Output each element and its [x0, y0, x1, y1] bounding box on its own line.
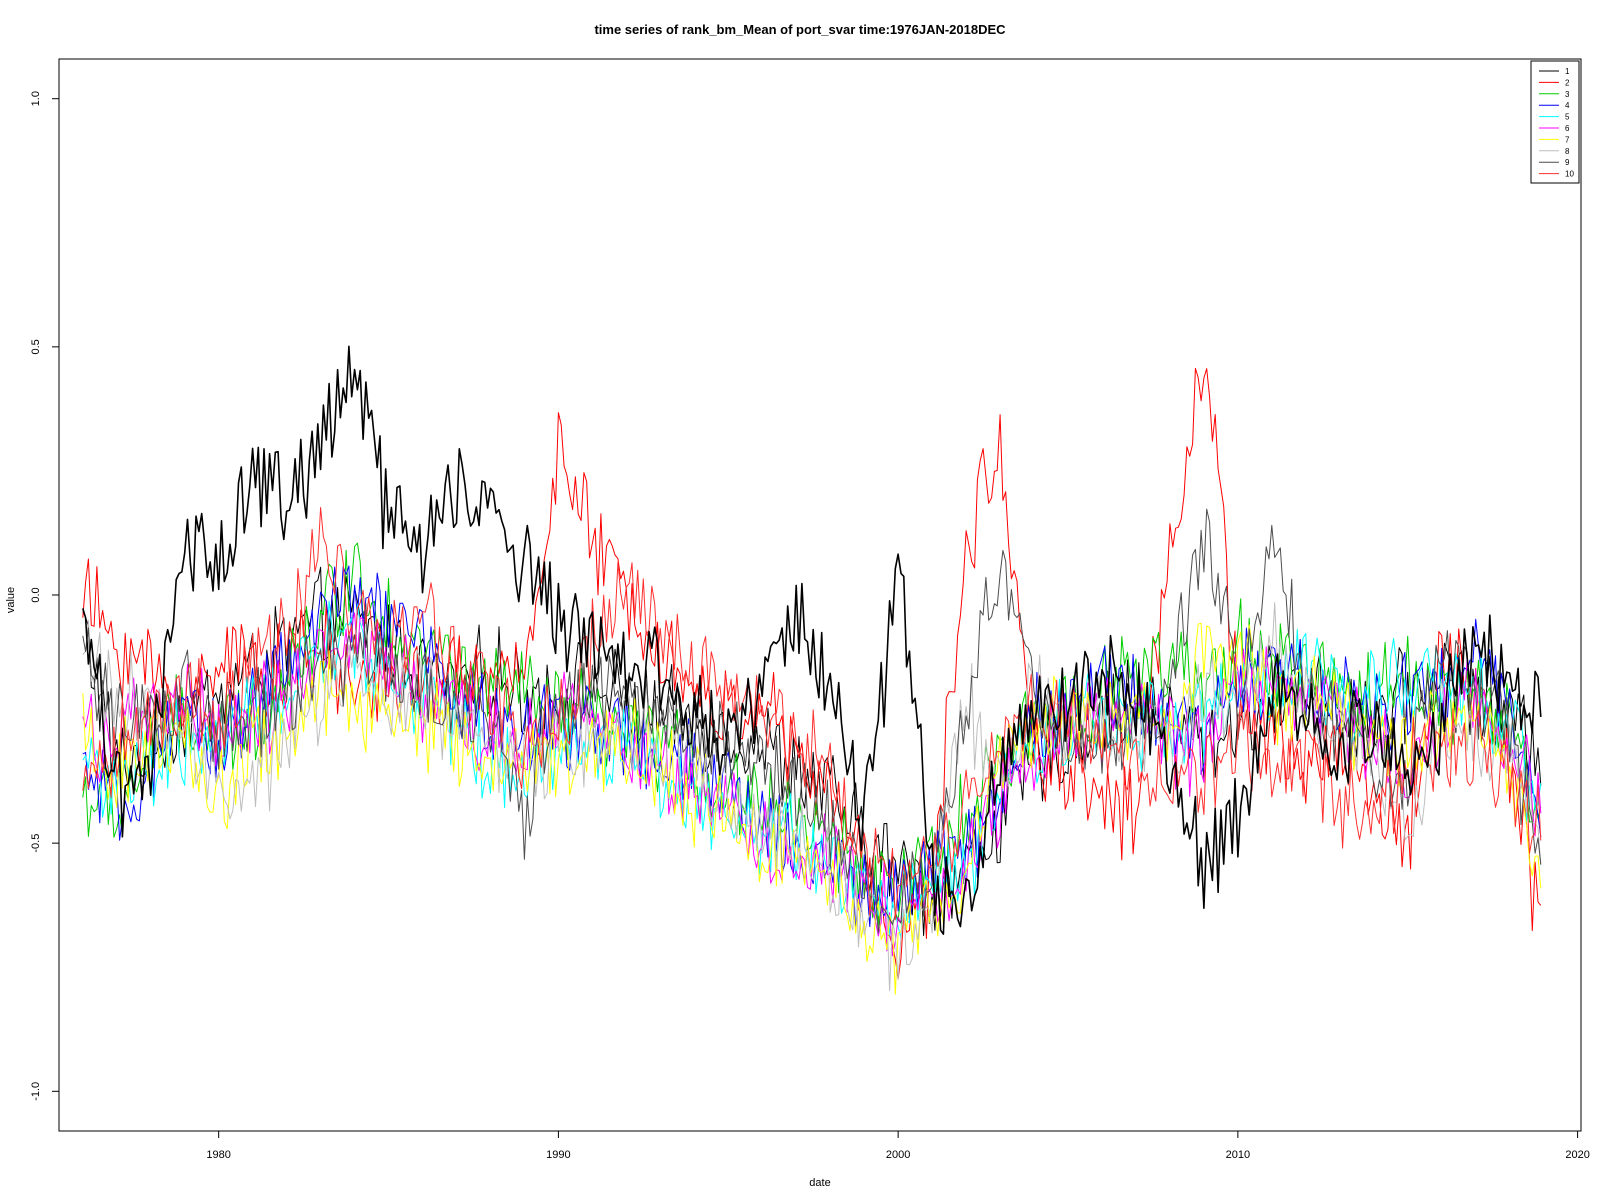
legend-box	[1530, 60, 1580, 184]
legend-label: 4	[1565, 101, 1570, 110]
y-axis: -1.0 -0.5 0.0 0.5 1.0	[30, 91, 60, 1101]
y-tick-label: 1.0	[30, 91, 42, 106]
legend-label: 1	[1565, 67, 1570, 76]
series-layer	[82, 345, 1542, 995]
y-tick-label: 0.0	[30, 587, 42, 602]
series-line-6	[82, 612, 1542, 957]
x-axis: 1980 1990 2000 2010 2020	[206, 1130, 1590, 1161]
x-tick-label: 1980	[206, 1149, 230, 1161]
series-line-7	[82, 622, 1542, 995]
series-line-9	[82, 508, 1542, 934]
x-axis-label: date	[809, 1177, 830, 1189]
x-tick-label: 2000	[886, 1149, 910, 1161]
legend-label: 8	[1565, 147, 1570, 156]
legend-label: 2	[1565, 78, 1570, 87]
legend-label: 5	[1565, 113, 1570, 122]
legend-label: 7	[1565, 135, 1570, 144]
legend-label: 10	[1565, 170, 1574, 179]
series-line-5	[82, 600, 1542, 939]
x-tick-label: 2020	[1565, 1149, 1589, 1161]
series-line-10	[82, 507, 1542, 921]
series-line-8	[82, 602, 1542, 992]
plot-frame	[58, 58, 1582, 1132]
chart-title: time series of rank_bm_Mean of port_svar…	[594, 22, 1006, 37]
x-tick-label: 2010	[1226, 1149, 1250, 1161]
y-tick-label: -1.0	[30, 1082, 42, 1101]
legend-label: 9	[1565, 158, 1570, 167]
legend-label: 6	[1565, 124, 1570, 133]
legend-label: 3	[1565, 90, 1570, 99]
y-tick-label: -0.5	[30, 834, 42, 853]
x-tick-label: 1990	[546, 1149, 570, 1161]
series-line-2	[82, 367, 1542, 980]
y-axis-label: value	[5, 587, 17, 613]
legend: 1 2 3 4 5 6 7 8 9 10	[1530, 60, 1580, 184]
y-tick-label: 0.5	[30, 339, 42, 354]
series-line-unlabeled	[82, 345, 1542, 935]
